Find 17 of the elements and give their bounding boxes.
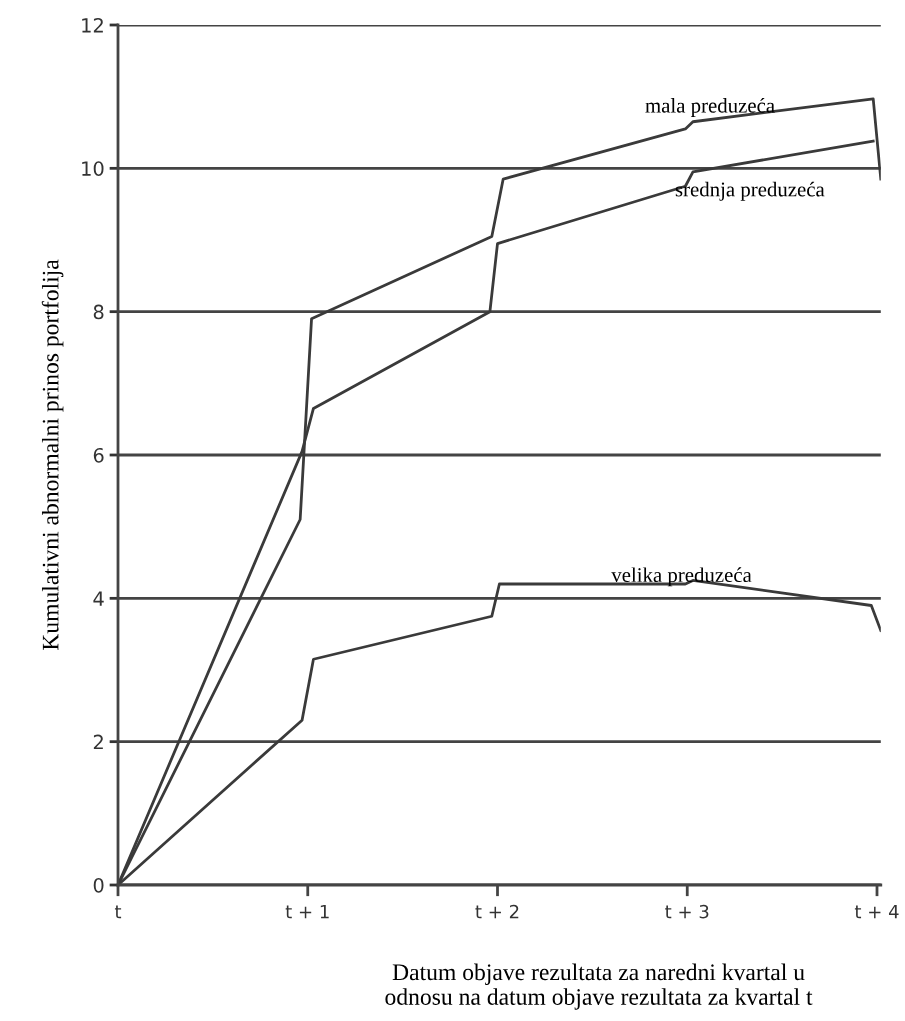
y-axis-title: Kumulativni abnormalni prinos portfolija [41, 259, 64, 651]
x-tick-label: t [114, 905, 122, 919]
y-tick-label: 8 [93, 304, 104, 320]
series-label: velika preduzeća [611, 567, 752, 587]
series-label: srednja preduzeća [675, 181, 825, 201]
y-tick-label: 12 [82, 17, 103, 33]
x-tick-label: t + 4 [854, 905, 899, 919]
series-label: mala preduzeća [645, 97, 775, 117]
y-tick-label: 4 [93, 591, 104, 606]
x-tick-label: t + 2 [475, 904, 519, 919]
x-axis-title: Datum objave rezultata za naredni kvartal u odnosu na datum objave rezultata za kvartal t [385, 963, 813, 1010]
y-tick-label: 6 [93, 447, 104, 463]
y-tick-label: 0 [93, 877, 104, 893]
x-tick-label: t + 1 [285, 905, 329, 919]
y-tick-label: 10 [82, 161, 104, 176]
x-tick-label: t + 3 [665, 904, 709, 919]
y-tick-label: 2 [93, 734, 103, 750]
